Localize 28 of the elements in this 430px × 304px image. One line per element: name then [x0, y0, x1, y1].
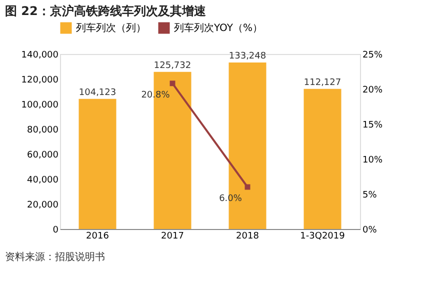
x-tick-label: 2018 — [236, 232, 260, 242]
legend-label: 列车列次YOY（%） — [174, 22, 262, 34]
y2-tick-label: 20% — [362, 86, 383, 96]
y2-tick-label: 5% — [362, 190, 378, 200]
y-tick-label: 100,000 — [21, 100, 59, 110]
bar — [304, 88, 342, 229]
x-tick-label: 2017 — [161, 232, 184, 242]
y-tick-label: 140,000 — [21, 50, 59, 60]
legend-label: 列车列次（列） — [76, 22, 146, 34]
chart-title: 图 22：京沪高铁跨线车列次及其增速 — [5, 4, 207, 18]
y2-tick-label: 10% — [362, 156, 383, 166]
y2-tick-label: 0% — [362, 226, 378, 236]
y-tick-label: 40,000 — [27, 176, 59, 186]
data-label: 125,732 — [154, 60, 192, 71]
y2-tick-label: 25% — [362, 50, 383, 60]
data-label: 133,248 — [228, 51, 266, 62]
y-tick-label: 20,000 — [27, 200, 59, 210]
text: 资料来源：招股说明书 — [5, 251, 105, 263]
y-tick-label: 120,000 — [21, 76, 59, 86]
bar — [78, 98, 116, 229]
x-tick-label: 2016 — [86, 232, 110, 242]
data-label: 104,123 — [78, 88, 116, 98]
y-tick-label: 80,000 — [27, 126, 59, 136]
x-tick-label: 1-3Q2019 — [300, 232, 346, 242]
y-tick-label: 0 — [52, 226, 59, 236]
y2-tick-label: 15% — [362, 120, 383, 130]
y-tick-label: 60,000 — [27, 150, 59, 160]
data-label: 112,127 — [304, 78, 342, 88]
